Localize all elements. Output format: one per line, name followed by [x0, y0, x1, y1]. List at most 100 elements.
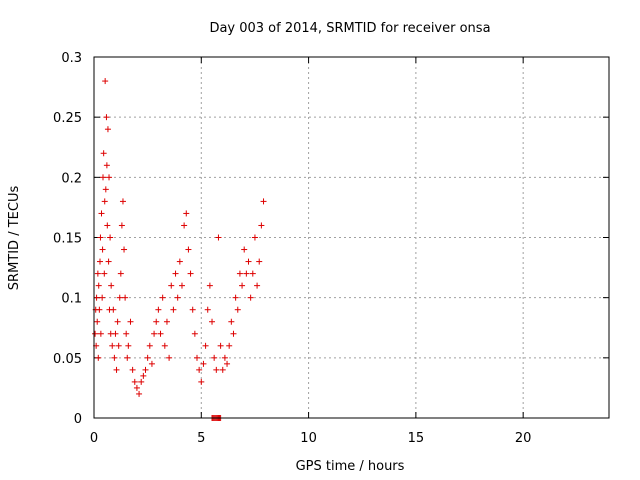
y-tick-label: 0.25: [53, 111, 82, 126]
data-point: [236, 270, 243, 277]
data-point: [103, 162, 110, 169]
data-point: [213, 366, 220, 373]
grid-lines: [94, 57, 609, 418]
x-tick-label: 5: [197, 431, 205, 446]
data-point: [191, 330, 198, 337]
y-tick-label: 0: [74, 412, 82, 427]
data-point: [109, 342, 116, 349]
data-point: [174, 294, 181, 301]
data-point: [117, 270, 124, 277]
data-point: [200, 360, 207, 367]
data-point: [241, 246, 248, 253]
data-point: [254, 282, 261, 289]
y-tick-label: 0.2: [61, 171, 82, 186]
data-point: [140, 372, 147, 379]
data-point: [226, 342, 233, 349]
data-point: [230, 330, 237, 337]
data-point: [161, 342, 168, 349]
data-point: [108, 282, 115, 289]
data-point: [133, 384, 140, 391]
data-point: [99, 246, 106, 253]
data-point: [142, 366, 149, 373]
data-point: [204, 306, 211, 313]
data-point: [123, 330, 130, 337]
data-point: [102, 186, 109, 193]
data-point: [196, 366, 203, 373]
data-point: [198, 378, 205, 385]
data-point: [92, 330, 99, 337]
data-point: [258, 222, 265, 229]
data-point: [110, 306, 117, 313]
data-point: [129, 366, 136, 373]
data-point: [153, 318, 160, 325]
data-point: [111, 354, 118, 361]
data-point: [97, 258, 104, 265]
data-point: [163, 318, 170, 325]
data-point: [183, 210, 190, 217]
data-point: [232, 294, 239, 301]
data-point: [247, 294, 254, 301]
data-point: [245, 258, 252, 265]
data-point: [103, 114, 110, 121]
x-tick-label: 10: [300, 431, 317, 446]
data-point: [100, 150, 107, 157]
data-point: [187, 270, 194, 277]
data-point: [221, 354, 228, 361]
axis-ticks: 0 5 10 15 20 0 0.05 0.1 0.15 0.2 0.25 0.3: [53, 51, 609, 446]
data-point: [185, 246, 192, 253]
data-point: [157, 330, 164, 337]
data-point: [97, 330, 104, 337]
data-point: [146, 342, 153, 349]
x-tick-label: 0: [90, 431, 98, 446]
data-point: [125, 342, 132, 349]
y-tick-label: 0.1: [61, 292, 82, 307]
x-tick-label: 20: [515, 431, 532, 446]
data-point: [122, 294, 129, 301]
data-point: [102, 78, 109, 85]
data-point: [217, 342, 224, 349]
data-point: [243, 270, 250, 277]
data-point: [113, 366, 120, 373]
data-point: [114, 318, 121, 325]
data-point: [249, 270, 256, 277]
data-point: [202, 342, 209, 349]
data-point: [104, 126, 111, 133]
data-point: [94, 270, 101, 277]
data-point: [107, 234, 114, 241]
data-point: [155, 306, 162, 313]
data-point: [224, 360, 231, 367]
data-point: [209, 318, 216, 325]
data-point: [119, 198, 126, 205]
data-point: [101, 270, 108, 277]
data-point: [176, 258, 183, 265]
data-point: [170, 306, 177, 313]
x-tick-label: 15: [408, 431, 425, 446]
y-tick-label: 0.15: [53, 232, 82, 247]
data-point: [228, 318, 235, 325]
data-point: [159, 294, 166, 301]
x-axis-label: GPS time / hours: [296, 459, 405, 474]
chart-title: Day 003 of 2014, SRMTID for receiver ons…: [209, 21, 490, 36]
data-point: [104, 222, 111, 229]
data-point: [98, 210, 105, 217]
data-point: [219, 366, 226, 373]
data-point: [181, 222, 188, 229]
data-point: [131, 378, 138, 385]
data-point: [94, 318, 101, 325]
data-point: [97, 234, 104, 241]
data-point: [116, 294, 123, 301]
data-point: [256, 258, 263, 265]
data-point: [127, 318, 134, 325]
data-point: [118, 222, 125, 229]
data-point: [95, 282, 102, 289]
data-point: [234, 306, 241, 313]
data-point: [260, 198, 267, 205]
data-point: [166, 354, 173, 361]
data-point: [99, 294, 106, 301]
data-point: [239, 282, 246, 289]
data-point: [172, 270, 179, 277]
data-point: [144, 354, 151, 361]
data-point: [168, 282, 175, 289]
data-point: [251, 234, 258, 241]
